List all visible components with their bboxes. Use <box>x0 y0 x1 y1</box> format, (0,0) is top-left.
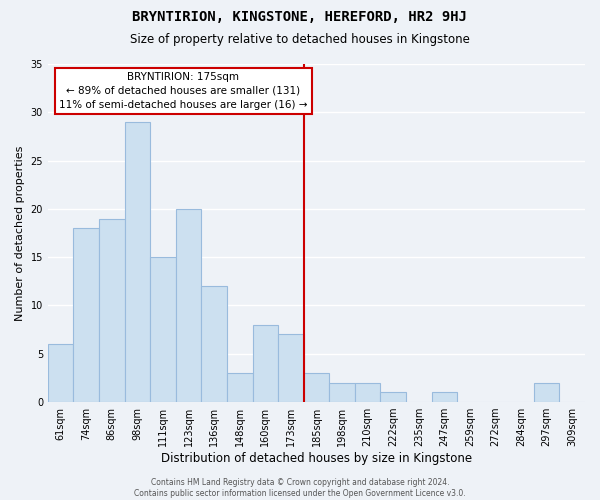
Bar <box>278 334 304 402</box>
Bar <box>202 286 227 402</box>
Bar <box>99 218 125 402</box>
Text: Contains HM Land Registry data © Crown copyright and database right 2024.
Contai: Contains HM Land Registry data © Crown c… <box>134 478 466 498</box>
Bar <box>48 344 73 402</box>
Bar <box>355 383 380 402</box>
Bar <box>227 373 253 402</box>
Text: Size of property relative to detached houses in Kingstone: Size of property relative to detached ho… <box>130 32 470 46</box>
Text: BRYNTIRION, KINGSTONE, HEREFORD, HR2 9HJ: BRYNTIRION, KINGSTONE, HEREFORD, HR2 9HJ <box>133 10 467 24</box>
Bar <box>253 325 278 402</box>
X-axis label: Distribution of detached houses by size in Kingstone: Distribution of detached houses by size … <box>161 452 472 465</box>
Y-axis label: Number of detached properties: Number of detached properties <box>15 146 25 320</box>
Bar <box>380 392 406 402</box>
Text: BRYNTIRION: 175sqm
← 89% of detached houses are smaller (131)
11% of semi-detach: BRYNTIRION: 175sqm ← 89% of detached hou… <box>59 72 308 110</box>
Bar <box>125 122 150 402</box>
Bar <box>73 228 99 402</box>
Bar <box>176 209 202 402</box>
Bar <box>431 392 457 402</box>
Bar <box>329 383 355 402</box>
Bar <box>150 257 176 402</box>
Bar <box>304 373 329 402</box>
Bar <box>534 383 559 402</box>
